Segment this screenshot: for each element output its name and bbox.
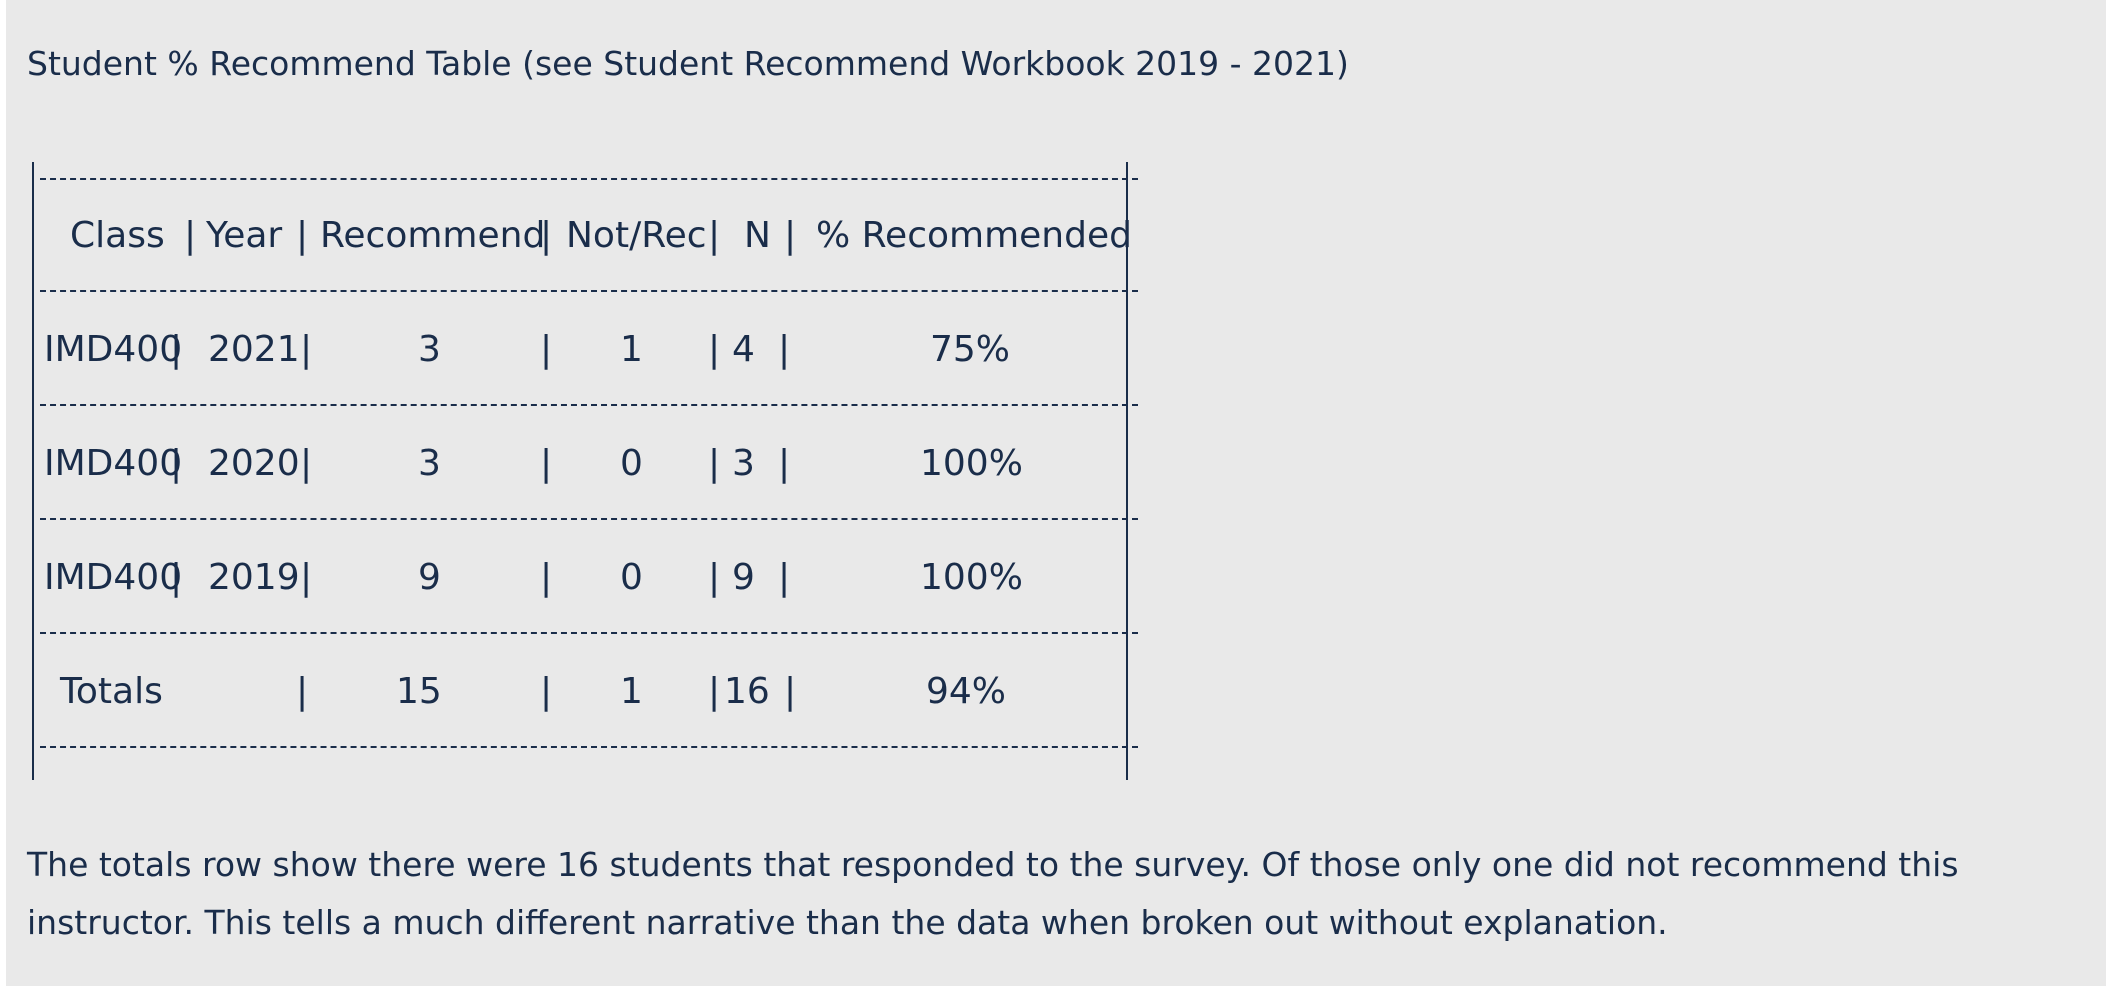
- header-divider: |: [184, 215, 197, 256]
- cell-pct: 100%: [920, 443, 1023, 484]
- cell-divider: |: [708, 671, 721, 712]
- cell-divider: |: [170, 443, 183, 484]
- cell-divider: |: [300, 443, 313, 484]
- cell-divider: |: [708, 557, 721, 598]
- cell-divider: |: [300, 329, 313, 370]
- totals-label: Totals: [60, 671, 163, 712]
- cell-divider: |: [540, 329, 553, 370]
- page: Student % Recommend Table (see Student R…: [6, 0, 2106, 986]
- cell-n: 4: [732, 329, 755, 370]
- table-separator: [32, 498, 1138, 542]
- cell-pct: 100%: [920, 557, 1023, 598]
- table-row: IMD400 | 2019 | 9 | 0 | 9 | 100%: [32, 550, 1132, 606]
- cell-divider: |: [540, 671, 553, 712]
- header-recommend: Recommend: [320, 215, 546, 256]
- table-row: IMD400 | 2020 | 3 | 0 | 3 | 100%: [32, 436, 1132, 492]
- header-class: Class: [70, 215, 165, 256]
- cell-n: 3: [732, 443, 755, 484]
- cell-divider: |: [784, 671, 797, 712]
- table-row: IMD400 | 2021 | 3 | 1 | 4 | 75%: [32, 322, 1132, 378]
- cell-not-rec: 0: [620, 557, 643, 598]
- cell-year: 2020: [208, 443, 300, 484]
- cell-divider: |: [300, 557, 313, 598]
- table-right-border: [1126, 162, 1128, 780]
- cell-class: IMD400: [44, 557, 183, 598]
- totals-not-rec: 1: [620, 671, 643, 712]
- cell-divider: |: [170, 557, 183, 598]
- table-separator: [32, 384, 1138, 428]
- table-left-border: [32, 162, 34, 780]
- header-divider: |: [296, 215, 309, 256]
- cell-divider: |: [170, 329, 183, 370]
- cell-divider: |: [708, 443, 721, 484]
- cell-divider: |: [296, 671, 309, 712]
- cell-divider: |: [778, 443, 791, 484]
- cell-recommend: 3: [418, 329, 441, 370]
- cell-class: IMD400: [44, 443, 183, 484]
- cell-not-rec: 0: [620, 443, 643, 484]
- ascii-recommend-table: Class | Year | Recommend | Not/Rec | N |…: [32, 158, 1138, 798]
- table-totals-row: Totals | 15 | 1 | 16 | 94%: [32, 664, 1132, 720]
- table-separator: [32, 726, 1138, 770]
- table-separator: [32, 158, 1138, 202]
- header-not-rec: Not/Rec: [566, 215, 707, 256]
- cell-divider: |: [540, 443, 553, 484]
- table-separator: [32, 612, 1138, 656]
- cell-class: IMD400: [44, 329, 183, 370]
- cell-year: 2021: [208, 329, 300, 370]
- header-year: Year: [206, 215, 283, 256]
- cell-not-rec: 1: [620, 329, 643, 370]
- cell-recommend: 3: [418, 443, 441, 484]
- totals-pct: 94%: [926, 671, 1007, 712]
- totals-n: 16: [724, 671, 770, 712]
- cell-divider: |: [708, 329, 721, 370]
- cell-recommend: 9: [418, 557, 441, 598]
- cell-divider: |: [778, 329, 791, 370]
- cell-pct: 75%: [930, 329, 1011, 370]
- cell-year: 2019: [208, 557, 300, 598]
- summary-paragraph: The totals row show there were 16 studen…: [27, 845, 1959, 942]
- cell-divider: |: [778, 557, 791, 598]
- table-separator: [32, 270, 1138, 314]
- header-divider: |: [540, 215, 553, 256]
- totals-recommend: 15: [396, 671, 442, 712]
- section-title: Student % Recommend Table (see Student R…: [27, 44, 1349, 83]
- header-pct: % Recommended: [816, 215, 1132, 256]
- cell-divider: |: [540, 557, 553, 598]
- cell-n: 9: [732, 557, 755, 598]
- header-divider: |: [784, 215, 797, 256]
- header-divider: |: [708, 215, 721, 256]
- table-header-row: Class | Year | Recommend | Not/Rec | N |…: [32, 208, 1132, 264]
- header-n: N: [744, 215, 771, 256]
